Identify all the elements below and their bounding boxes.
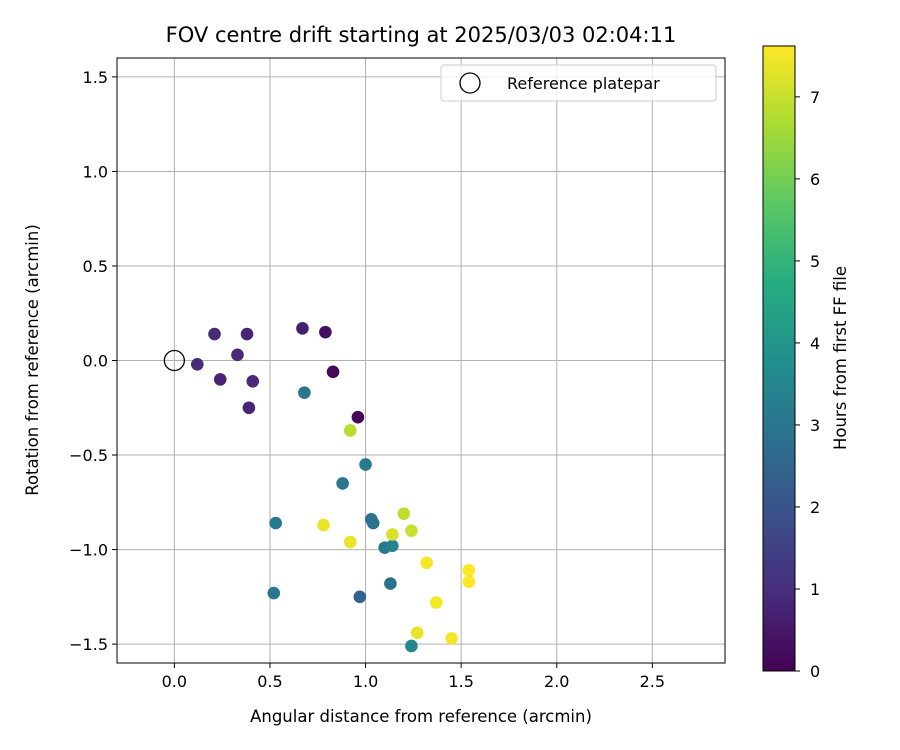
data-point — [462, 564, 476, 577]
colorbar-gradient — [763, 46, 795, 671]
colorbar-ticks: 0 1 2 3 4 5 6 7 — [795, 88, 820, 681]
data-point — [317, 518, 330, 532]
colorbar-tick-label: 2 — [810, 498, 820, 517]
data-point — [240, 327, 254, 341]
reference-platepar-marker — [163, 349, 186, 372]
colorbar-tick-label: 0 — [810, 662, 820, 681]
colorbar-title: Hours from first FF file — [831, 266, 850, 450]
data-point — [191, 357, 204, 371]
x-tick-label: 2.0 — [544, 672, 569, 691]
y-axis-ticks: 1.5 1.0 0.5 0.0 −0.5 −1.0 −1.5 — [69, 68, 117, 654]
data-point — [269, 516, 282, 530]
data-point — [208, 327, 221, 341]
colorbar-tick-label: 1 — [810, 580, 820, 599]
legend-box — [440, 64, 717, 102]
data-point — [462, 575, 476, 589]
colorbar-tick-label: 3 — [810, 416, 820, 435]
x-axis-ticks: 0.0 0.5 1.0 1.5 2.0 2.5 — [162, 663, 665, 691]
data-point — [336, 477, 349, 490]
data-point — [298, 386, 311, 399]
chart-title: FOV centre drift starting at 2025/03/03 … — [166, 23, 677, 47]
colorbar-tick-label: 7 — [810, 88, 820, 107]
data-point — [343, 424, 357, 437]
data-point — [343, 535, 357, 549]
data-point — [445, 632, 458, 645]
y-axis-title: Rotation from reference (arcmin) — [23, 224, 42, 496]
data-point — [384, 577, 397, 590]
y-tick-label: −1.0 — [69, 541, 108, 560]
colorbar-tick-label: 6 — [810, 170, 820, 189]
data-point — [405, 639, 418, 653]
legend-marker-reference — [459, 72, 481, 94]
data-point — [267, 586, 281, 600]
y-tick-label: 1.5 — [83, 68, 108, 87]
colorbar: 0 1 2 3 4 5 6 7 Hours from first FF file — [762, 45, 850, 681]
grid — [117, 58, 725, 663]
data-point — [213, 373, 227, 386]
y-tick-label: 0.5 — [83, 257, 108, 276]
data-point — [242, 401, 256, 415]
colorbar-tick-label: 4 — [810, 334, 820, 353]
colorbar-frame — [762, 45, 796, 672]
y-tick-label: 0.0 — [83, 352, 108, 371]
data-point — [410, 626, 424, 640]
x-tick-label: 2.5 — [640, 672, 665, 691]
y-tick-label: −0.5 — [69, 446, 108, 465]
x-tick-label: 0.0 — [162, 672, 187, 691]
legend-label-reference: Reference platepar — [507, 74, 660, 93]
data-point — [246, 374, 260, 388]
legend: Reference platepar — [440, 64, 717, 102]
data-point — [319, 325, 332, 339]
data-point — [359, 458, 372, 471]
data-point — [405, 524, 418, 537]
data-point — [420, 556, 434, 570]
x-tick-label: 1.5 — [448, 672, 473, 691]
x-tick-label: 1.0 — [353, 672, 378, 691]
data-points — [163, 322, 476, 653]
data-point — [231, 348, 244, 362]
data-point — [397, 507, 411, 520]
data-point — [366, 516, 380, 530]
data-point — [326, 365, 340, 379]
data-point — [386, 539, 399, 553]
y-tick-label: −1.5 — [69, 635, 108, 654]
data-point — [429, 596, 443, 609]
colorbar-tick-label: 5 — [810, 252, 820, 271]
data-point — [296, 322, 309, 335]
y-tick-label: 1.0 — [83, 162, 108, 181]
x-tick-label: 0.5 — [257, 672, 282, 691]
data-point — [351, 410, 365, 424]
data-point — [353, 590, 367, 604]
data-point — [386, 528, 399, 541]
x-axis-title: Angular distance from reference (arcmin) — [250, 707, 592, 726]
